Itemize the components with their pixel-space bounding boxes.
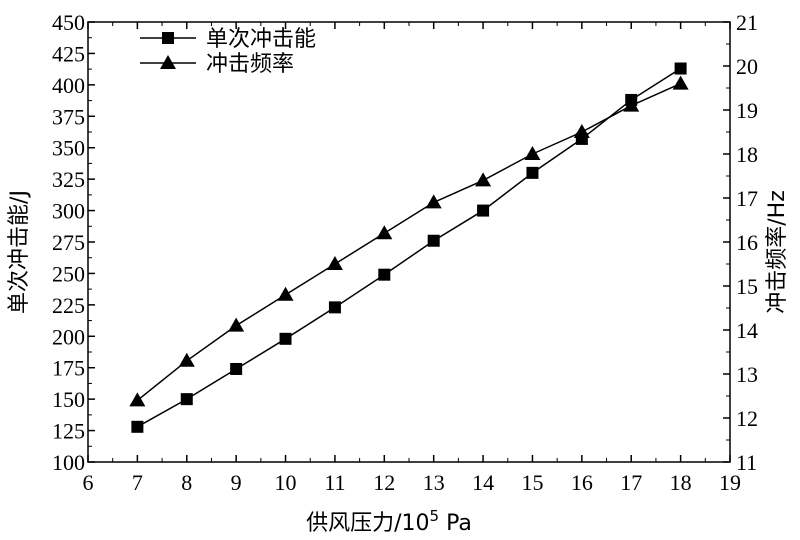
y-right-tick-label: 19	[736, 98, 758, 123]
x-tick-label: 15	[521, 470, 543, 495]
axes: 6 7 8 9 10 11 12 13 14 15 16 17 18 19 100 125 150 175 200 2…	[52, 10, 758, 495]
legend-marker-square	[162, 32, 174, 44]
data-point-square	[131, 420, 144, 433]
y-left-tick-label: 450	[52, 10, 85, 35]
data-point-square	[279, 332, 292, 345]
data-point-triangle	[129, 392, 146, 407]
x-tick-label: 14	[472, 470, 494, 495]
x-tick-label: 12	[373, 470, 395, 495]
series-line	[137, 67, 682, 428]
y-left-tick-label: 275	[52, 230, 85, 255]
y-right-tick-label: 14	[736, 318, 758, 343]
data-point-triangle	[228, 317, 245, 332]
data-point-square	[378, 268, 391, 281]
y-right-tick-label: 13	[736, 362, 758, 387]
data-point-triangle	[573, 124, 590, 138]
data-point-square	[180, 393, 193, 406]
data-point-triangle	[672, 75, 689, 90]
x-axis-title-unit: Pa	[439, 511, 472, 536]
y-left-tick-label: 325	[52, 167, 85, 192]
x-tick-label: 9	[231, 470, 242, 495]
series-impact-energy	[131, 62, 687, 433]
y-right-tick-label: 11	[736, 450, 757, 475]
y-left-axis-title: 单次冲击能/J	[7, 190, 32, 314]
data-point-triangle	[326, 256, 343, 270]
y-right-tick-label: 18	[736, 142, 758, 167]
y-left-tick-label: 125	[52, 419, 85, 444]
axis-titles: 供风压力/105 Pa 单次冲击能/J 冲击频率/Hz	[7, 190, 790, 536]
data-point-triangle	[277, 286, 294, 301]
y-left-tick-label: 225	[52, 293, 85, 318]
y-left-tick-label: 250	[52, 261, 85, 286]
legend-marker-triangle	[160, 55, 176, 69]
x-axis-title: 供风压力/105 Pa	[306, 507, 472, 536]
series-impact-frequency	[129, 75, 689, 407]
data-point-square	[328, 301, 341, 314]
data-point-square	[674, 62, 687, 75]
data-point-triangle	[376, 225, 393, 240]
x-tick-label: 11	[324, 470, 345, 495]
x-axis-title-exponent: 5	[430, 507, 440, 525]
x-tick-label: 10	[275, 470, 297, 495]
x-tick-label: 13	[423, 470, 445, 495]
y-left-tick-label: 175	[52, 356, 85, 381]
y-left-tick-label: 150	[52, 387, 85, 412]
data-point-triangle	[623, 97, 640, 112]
y-left-tick-label: 200	[52, 324, 85, 349]
y-left-tick-label: 100	[52, 450, 85, 475]
y-left-tick-label: 350	[52, 136, 85, 161]
data-point-triangle	[178, 352, 195, 367]
data-point-square	[427, 234, 440, 247]
data-point-square	[477, 204, 490, 217]
series-layer	[129, 62, 689, 433]
data-point-square	[230, 362, 243, 375]
x-tick-label: 17	[620, 470, 642, 495]
y-right-tick-label: 17	[736, 186, 758, 211]
y-right-tick-label: 20	[736, 54, 758, 79]
x-tick-label: 7	[132, 470, 143, 495]
y-left-tick-label: 375	[52, 104, 85, 129]
x-axis-title-main: 供风压力/10	[306, 511, 429, 536]
x-tick-label: 6	[83, 470, 94, 495]
x-tick-label: 16	[571, 470, 593, 495]
x-tick-label: 19	[719, 470, 741, 495]
y-left-tick-label: 425	[52, 41, 85, 66]
y-right-tick-label: 21	[736, 10, 758, 35]
series-line	[136, 82, 681, 401]
legend-label: 单次冲击能	[206, 27, 316, 52]
x-tick-label: 18	[670, 470, 692, 495]
y-left-tick-label: 400	[52, 73, 85, 98]
data-point-square	[526, 166, 539, 179]
data-point-triangle	[425, 194, 442, 209]
y-right-tick-label: 15	[736, 274, 758, 299]
y-right-tick-label: 12	[736, 406, 758, 431]
legend-label: 冲击频率	[206, 52, 294, 77]
y-right-axis-title: 冲击频率/Hz	[765, 190, 790, 314]
data-point-triangle	[524, 146, 541, 160]
y-right-tick-label: 16	[736, 230, 758, 255]
x-tick-label: 8	[181, 470, 192, 495]
data-point-triangle	[475, 172, 492, 187]
y-left-tick-label: 300	[52, 199, 85, 224]
